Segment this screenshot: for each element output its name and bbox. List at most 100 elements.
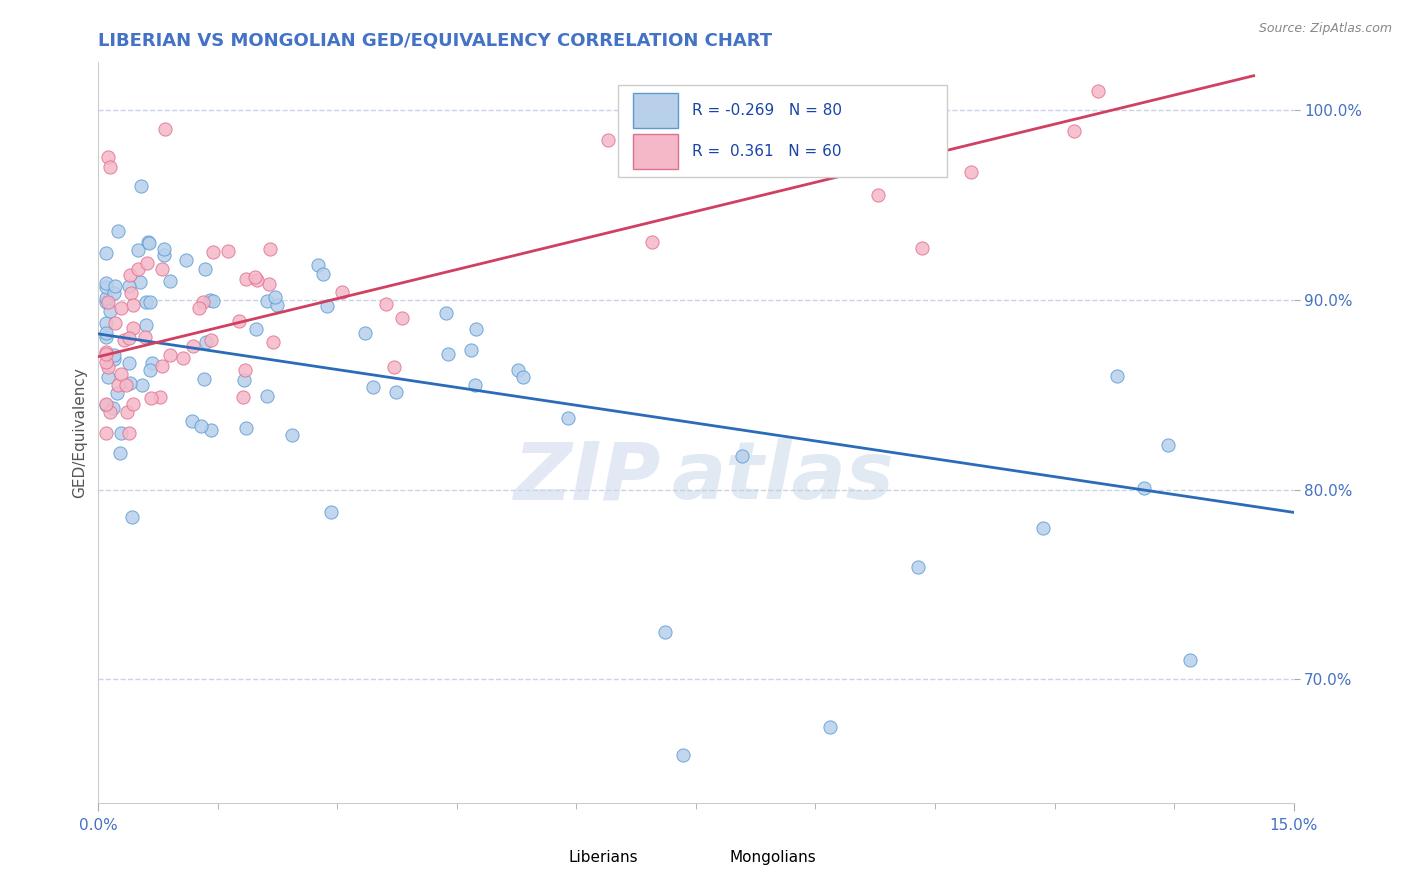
Point	[266, 298, 288, 312]
Point	[181, 414, 204, 428]
Point	[117, 279, 139, 293]
Point	[1157, 438, 1180, 452]
Point	[174, 253, 197, 268]
Point	[96, 277, 118, 291]
Point	[235, 272, 257, 286]
Point	[188, 301, 211, 315]
Point	[107, 224, 129, 238]
FancyBboxPatch shape	[685, 844, 720, 871]
Point	[246, 273, 269, 287]
Point	[121, 397, 143, 411]
Point	[149, 390, 172, 404]
Point	[135, 318, 157, 333]
Point	[96, 397, 118, 411]
Point	[911, 241, 934, 255]
Point	[195, 334, 218, 349]
Point	[382, 359, 405, 374]
Point	[193, 295, 215, 310]
Point	[307, 258, 329, 272]
Point	[228, 314, 250, 328]
Point	[464, 377, 486, 392]
Point	[150, 262, 173, 277]
Point	[354, 326, 377, 341]
Point	[194, 262, 217, 277]
Point	[460, 343, 482, 357]
Point	[96, 347, 118, 361]
Point	[120, 268, 142, 283]
FancyBboxPatch shape	[619, 85, 948, 178]
Point	[98, 160, 121, 174]
Point	[120, 285, 142, 300]
Point	[138, 362, 160, 376]
Point	[375, 297, 398, 311]
Point	[136, 256, 159, 270]
Point	[257, 277, 280, 292]
Point	[233, 363, 256, 377]
Point	[256, 294, 278, 309]
Point	[110, 367, 132, 381]
Point	[96, 355, 118, 369]
Point	[960, 165, 983, 179]
Point	[235, 421, 257, 435]
Point	[96, 345, 118, 359]
Point	[96, 399, 118, 413]
Point	[97, 370, 120, 384]
Point	[1133, 481, 1156, 495]
Point	[508, 363, 530, 377]
Point	[97, 150, 120, 164]
Point	[245, 322, 267, 336]
Point	[200, 334, 222, 348]
Point	[193, 372, 215, 386]
Point	[135, 295, 157, 310]
Point	[866, 188, 889, 202]
Point	[127, 262, 149, 277]
Point	[138, 235, 160, 250]
Point	[96, 280, 118, 294]
Point	[103, 286, 125, 301]
Point	[217, 244, 239, 258]
Point	[280, 427, 302, 442]
Point	[128, 275, 150, 289]
Point	[233, 373, 256, 387]
Point	[117, 331, 139, 345]
Point	[96, 326, 118, 340]
Point	[172, 351, 194, 365]
Point	[361, 380, 384, 394]
Point	[155, 121, 177, 136]
Point	[139, 295, 162, 310]
Point	[434, 306, 457, 320]
Point	[96, 291, 118, 305]
Point	[312, 267, 335, 281]
Point	[96, 330, 118, 344]
Point	[232, 390, 254, 404]
Point	[391, 311, 413, 326]
Point	[107, 378, 129, 392]
Point	[332, 285, 354, 300]
Text: Mongolians: Mongolians	[730, 850, 815, 865]
Point	[202, 293, 225, 308]
Point	[97, 359, 120, 374]
Point	[150, 359, 173, 373]
Point	[110, 445, 132, 459]
FancyBboxPatch shape	[523, 844, 558, 871]
Point	[96, 317, 118, 331]
Point	[134, 330, 156, 344]
Point	[115, 377, 138, 392]
Point	[464, 322, 486, 336]
Point	[198, 293, 221, 308]
Point	[96, 246, 118, 260]
Text: atlas: atlas	[672, 438, 894, 516]
Point	[104, 279, 127, 293]
Point	[907, 560, 929, 574]
Point	[598, 133, 620, 147]
Point	[101, 401, 124, 415]
FancyBboxPatch shape	[633, 93, 678, 128]
Point	[256, 388, 278, 402]
Point	[640, 235, 662, 250]
Point	[136, 235, 159, 249]
Y-axis label: GED/Equivalency: GED/Equivalency	[72, 368, 87, 498]
Text: ZIP: ZIP	[513, 438, 661, 516]
Point	[512, 369, 534, 384]
Text: Source: ZipAtlas.com: Source: ZipAtlas.com	[1258, 22, 1392, 36]
Point	[152, 242, 174, 256]
